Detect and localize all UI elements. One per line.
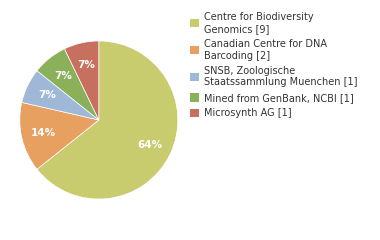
Legend: Centre for Biodiversity
Genomics [9], Canadian Centre for DNA
Barcoding [2], SNS: Centre for Biodiversity Genomics [9], Ca… [190,12,357,118]
Wedge shape [65,41,99,120]
Text: 64%: 64% [138,140,163,150]
Text: 14%: 14% [31,128,56,138]
Text: 7%: 7% [77,60,95,70]
Wedge shape [37,41,178,199]
Wedge shape [20,102,99,169]
Wedge shape [37,49,99,120]
Text: 7%: 7% [39,90,57,100]
Text: 7%: 7% [54,71,72,80]
Wedge shape [22,71,99,120]
